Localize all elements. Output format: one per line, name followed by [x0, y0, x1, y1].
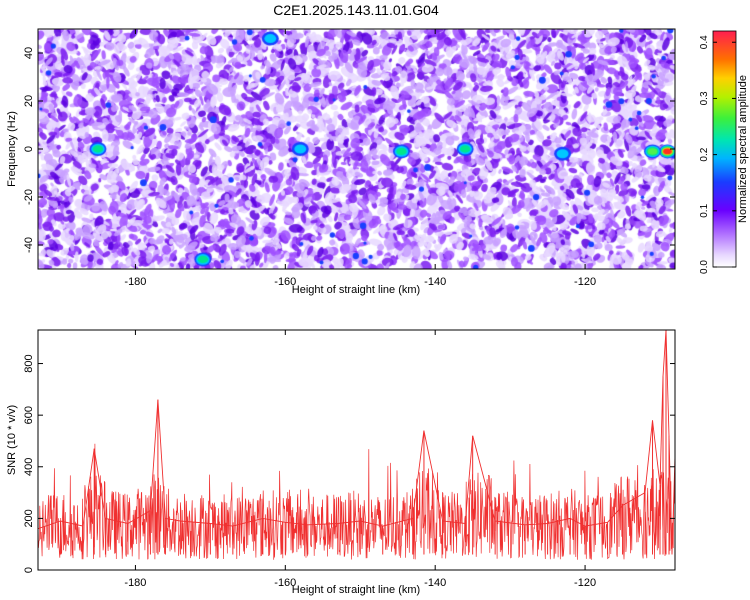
colorbar-label: Normalized spectral amplitude	[737, 75, 749, 223]
snr-x-label: Height of straight line (km)	[292, 584, 420, 596]
heatmap-frame	[37, 28, 676, 270]
x-tick-label: -160	[274, 276, 296, 288]
chart-title: C2E1.2025.143.11.01.G04	[273, 2, 439, 18]
snr-x-axis: -180 -160 -140 -120	[124, 330, 596, 589]
snr-y-label: SNR (10 * v/v)	[6, 405, 18, 475]
y-tick-label: 600	[23, 406, 35, 424]
y-tick-label: 400	[23, 458, 35, 476]
colorbar-tick-label: 0.0	[699, 260, 710, 274]
snr-frame	[37, 329, 676, 571]
y-tick-label: 0	[23, 567, 35, 573]
y-tick-label: -20	[23, 189, 35, 205]
x-tick-label: -160	[274, 577, 296, 589]
heatmap-y-axis: -40 -20 0 20 40	[23, 47, 675, 253]
snr-y-axis: 0 200 400 600 800	[23, 354, 675, 573]
colorbar-frame	[712, 30, 737, 268]
heatmap-x-axis: -180 -160 -140 -120	[124, 29, 596, 288]
colorbar-tick-label: 0.3	[699, 91, 710, 105]
snr-noise-trace	[37, 443, 676, 560]
y-tick-label: 200	[23, 509, 35, 527]
x-tick-label: -140	[424, 577, 446, 589]
x-tick-label: -180	[124, 276, 146, 288]
x-tick-label: -120	[574, 577, 596, 589]
colorbar-tick-label: 0.2	[699, 147, 710, 161]
snr-series-line	[37, 329, 676, 555]
spectrogram-heatmap	[38, 29, 675, 269]
y-tick-label: -40	[23, 237, 35, 253]
colorbar-tick-label: 0.4	[699, 35, 710, 49]
snr-series-marks	[37, 329, 676, 555]
colorbar-tick-label: 0.1	[699, 203, 710, 217]
y-tick-label: 800	[23, 354, 35, 372]
colorbar	[713, 31, 736, 267]
heatmap-y-label: Frequency (Hz)	[6, 111, 18, 187]
y-tick-label: 20	[23, 95, 35, 107]
heatmap-x-label: Height of straight line (km)	[292, 284, 420, 296]
snr-noise-path	[37, 443, 676, 560]
y-tick-label: 40	[23, 47, 35, 59]
x-tick-label: -140	[424, 276, 446, 288]
colorbar-axis: 0.0 0.1 0.2 0.3 0.4	[699, 35, 736, 274]
y-tick-label: 0	[23, 146, 35, 152]
x-tick-label: -120	[574, 276, 596, 288]
x-tick-label: -180	[124, 577, 146, 589]
